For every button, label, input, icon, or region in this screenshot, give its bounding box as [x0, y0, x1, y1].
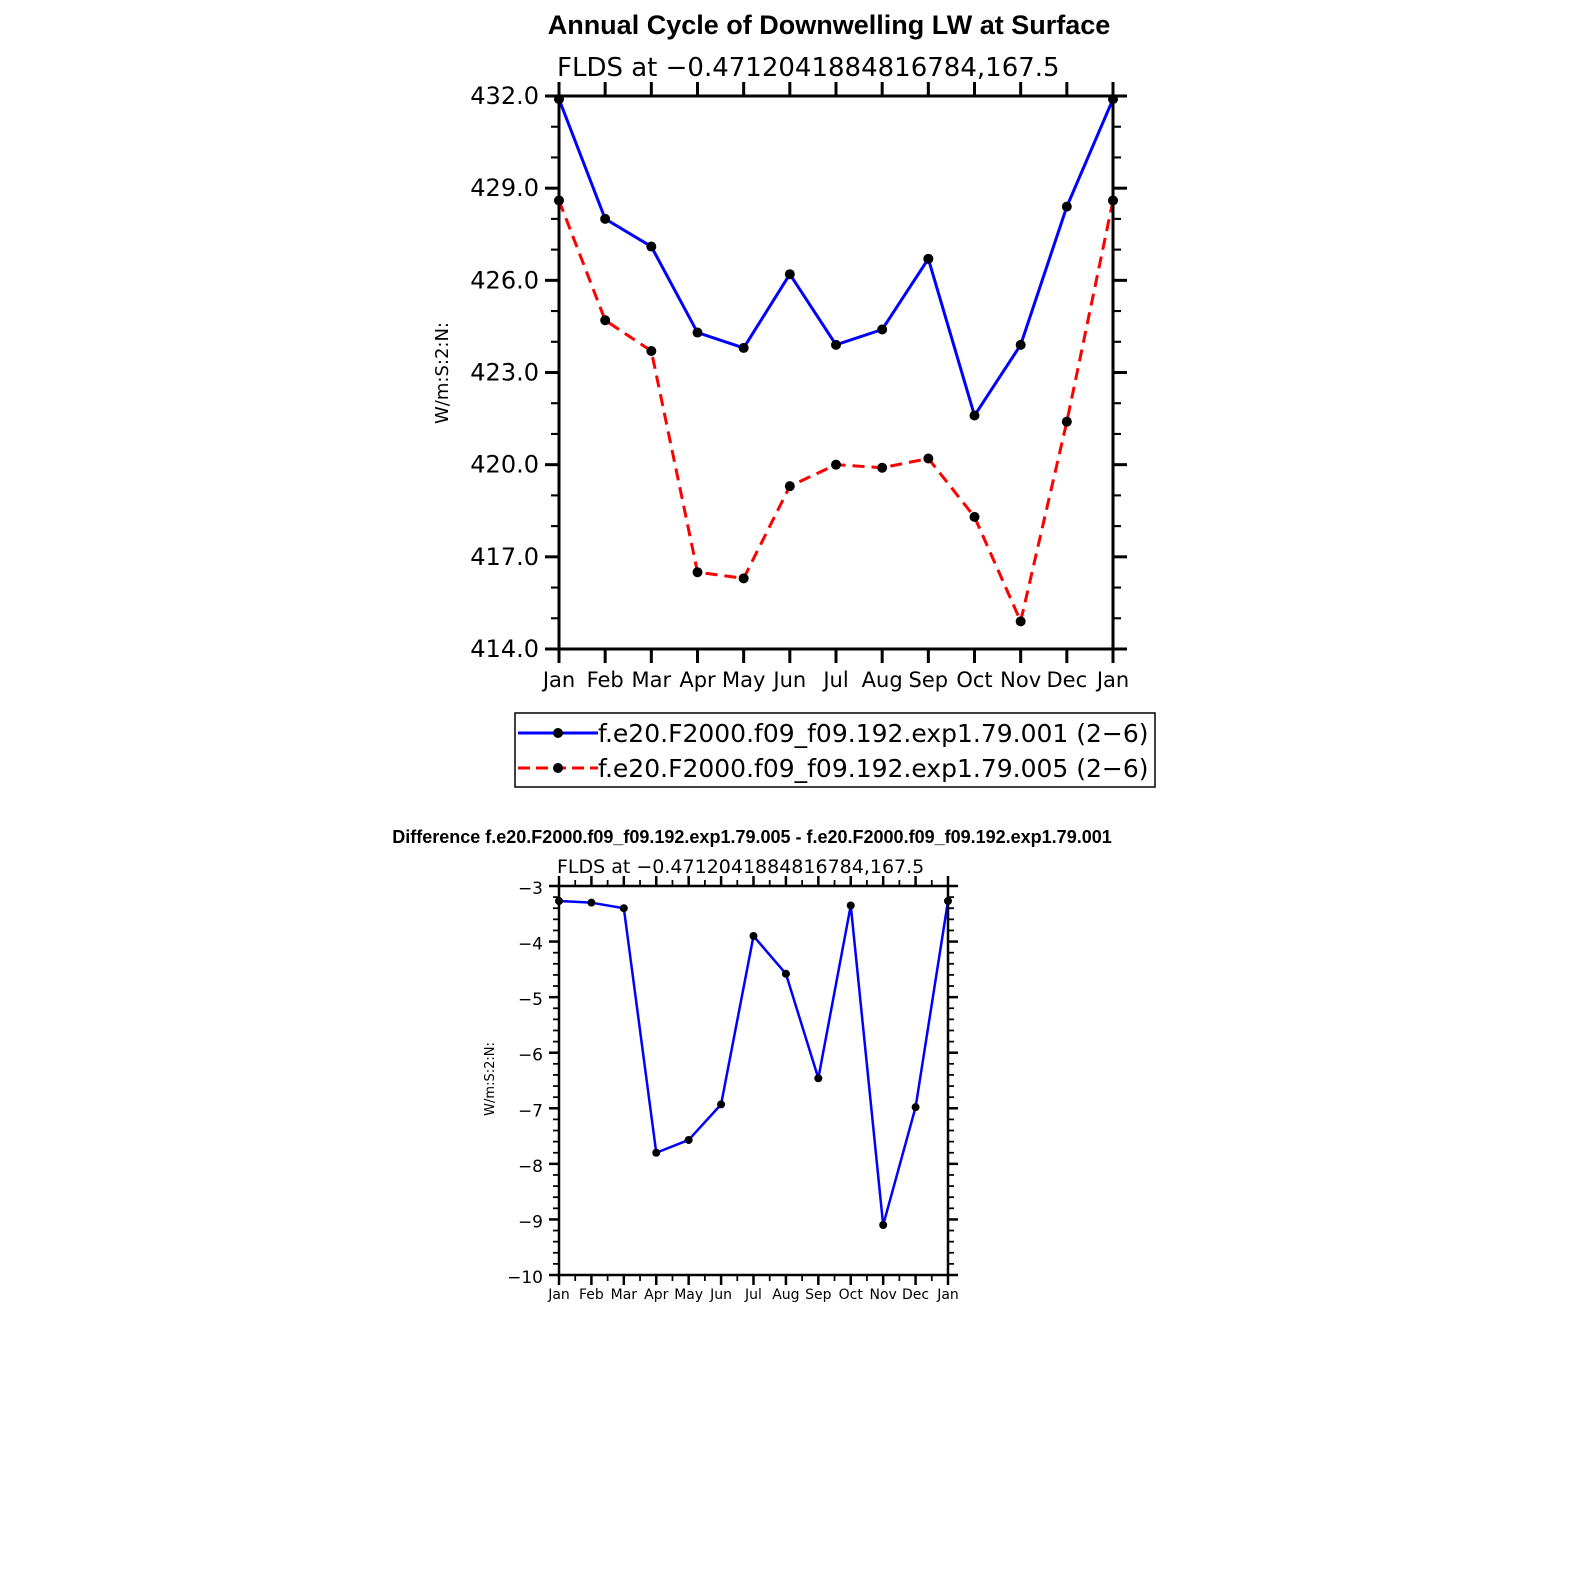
chart1-legend: f.e20.F2000.f09_f09.192.exp1.79.001 (2−6… — [514, 712, 1156, 788]
chart2-ytick-label: −4 — [518, 935, 543, 955]
chart2-ytick-label: −5 — [518, 990, 543, 1010]
chart2-xtick-label: Mar — [611, 1287, 638, 1303]
chart1-ytick-label: 423.0 — [470, 359, 539, 387]
chart1-xtick-label: Apr — [679, 668, 716, 692]
chart1-subtitle: FLDS at −0.4712041884816784,167.5 — [557, 53, 1060, 83]
chart1-xtick-label: Mar — [632, 668, 672, 692]
chart1-series-2-point — [1061, 416, 1072, 427]
chart2-ytick-label: −10 — [507, 1268, 543, 1288]
chart1-series-2-point — [738, 573, 749, 584]
chart1-series-1-point — [969, 410, 980, 421]
chart2-series-1-point — [911, 1103, 920, 1112]
annual-cycle-chart: Annual Cycle of Downwelling LW at Surfac… — [432, 10, 1156, 788]
chart2-series-1-point — [717, 1100, 726, 1109]
legend-entry-series-2: f.e20.F2000.f09_f09.192.exp1.79.005 (2−6… — [518, 754, 1149, 783]
chart2-subtitle: FLDS at −0.4712041884816784,167.5 — [557, 856, 924, 878]
chart1-xtick-label: Jan — [541, 668, 575, 692]
chart2-ytick-label: −7 — [518, 1101, 543, 1121]
chart1-series-1-point — [1015, 339, 1026, 350]
chart1-plot-frame — [557, 94, 1115, 651]
chart1-series-1-point — [784, 269, 795, 280]
chart1-xtick-label: Feb — [587, 668, 624, 692]
chart1-series-2-point — [831, 459, 841, 470]
chart2-ytick-label: −6 — [518, 1046, 543, 1066]
chart2-plot-frame — [557, 884, 950, 1277]
chart1-xtick-label: Jul — [821, 668, 848, 692]
chart1-series-2-point — [784, 481, 795, 492]
chart1-series-2-point — [969, 511, 980, 522]
chart2-xtick-label: Jan — [547, 1287, 570, 1303]
chart1-series-2-line — [557, 199, 1115, 623]
chart1-series-2-point — [646, 345, 657, 356]
chart1-series-2-point — [692, 567, 703, 578]
chart1-xtick-label: May — [722, 668, 765, 692]
chart1-ytick-label: 414.0 — [470, 635, 539, 663]
chart2-xtick-label: Apr — [644, 1287, 668, 1303]
chart1-series-2-point — [1015, 616, 1026, 627]
chart2-ytick-label: −9 — [518, 1212, 543, 1232]
chart1-xtick-label: Nov — [1000, 668, 1041, 692]
legend-label-series-2: f.e20.F2000.f09_f09.192.exp1.79.005 (2−6… — [598, 754, 1149, 783]
chart2-y-axis-label: W/m:S:2:N: — [483, 1042, 498, 1116]
chart1-series-1-line — [557, 98, 1115, 418]
chart1-xtick-label: Aug — [862, 668, 903, 692]
chart2-series-1-point — [684, 1135, 693, 1144]
chart2-xtick-label: Feb — [579, 1287, 604, 1303]
chart2-series-1-point — [652, 1148, 661, 1157]
chart1-title: Annual Cycle of Downwelling LW at Surfac… — [548, 10, 1111, 40]
chart2-title: Difference f.e20.F2000.f09_f09.192.exp1.… — [392, 827, 1111, 847]
chart1-xtick-label: Jan — [1095, 668, 1129, 692]
chart2-xtick-label: Oct — [839, 1287, 864, 1303]
chart1-series-2-point — [923, 453, 934, 464]
chart1-series-1-point — [646, 241, 657, 252]
chart1-series-1-point — [1061, 201, 1072, 212]
chart2-series-1-point — [619, 904, 628, 913]
chart1-ytick-label: 429.0 — [470, 174, 539, 202]
chart2-xtick-label: Sep — [805, 1287, 832, 1303]
chart2-series-1-point — [879, 1220, 888, 1229]
chart1-ytick-label: 426.0 — [470, 266, 539, 294]
chart1-xtick-label: Oct — [956, 668, 992, 692]
chart2-series-1-point — [781, 969, 790, 978]
chart2-series-1-line — [558, 899, 950, 1227]
chart2-xtick-label: Jan — [936, 1287, 959, 1303]
chart1-xtick-label: Dec — [1047, 668, 1088, 692]
legend-label-series-1: f.e20.F2000.f09_f09.192.exp1.79.001 (2−6… — [598, 719, 1149, 748]
chart2-xtick-label: Dec — [902, 1287, 929, 1303]
chart1-series-2-point — [600, 315, 611, 326]
chart2-xtick-label: Aug — [772, 1287, 799, 1303]
chart2-series-1-point — [846, 901, 855, 910]
chart2-xtick-label: May — [674, 1287, 703, 1303]
chart1-series-1-point — [831, 339, 841, 350]
chart1-series-1-point — [923, 253, 934, 264]
chart2-series-1-point — [587, 898, 596, 907]
chart1-ytick-label: 420.0 — [470, 451, 539, 479]
difference-chart: Difference f.e20.F2000.f09_f09.192.exp1.… — [392, 827, 1111, 1303]
chart2-series-1-point — [749, 932, 758, 941]
chart1-ytick-label: 432.0 — [470, 82, 539, 110]
chart2-ytick-label: −3 — [518, 879, 543, 899]
chart1-xtick-label: Sep — [909, 668, 949, 692]
chart2-xtick-label: Nov — [870, 1287, 897, 1303]
chart2-ytick-label: −8 — [518, 1157, 543, 1177]
chart1-y-axis-label: W/m:S:2:N: — [432, 322, 453, 424]
legend-entry-series-1: f.e20.F2000.f09_f09.192.exp1.79.001 (2−6… — [518, 719, 1149, 748]
chart1-ytick-label: 417.0 — [470, 543, 539, 571]
chart2-xtick-label: Jun — [709, 1287, 732, 1303]
chart1-series-1-point — [600, 213, 611, 224]
chart2-series-1-point — [814, 1074, 823, 1083]
chart1-series-1-point — [738, 342, 749, 353]
chart1-xtick-label: Jun — [771, 668, 806, 692]
chart1-series-1-point — [692, 327, 703, 338]
chart2-xtick-label: Jul — [744, 1287, 762, 1303]
chart1-series-1-point — [877, 324, 888, 335]
chart1-series-2-point — [877, 462, 888, 473]
